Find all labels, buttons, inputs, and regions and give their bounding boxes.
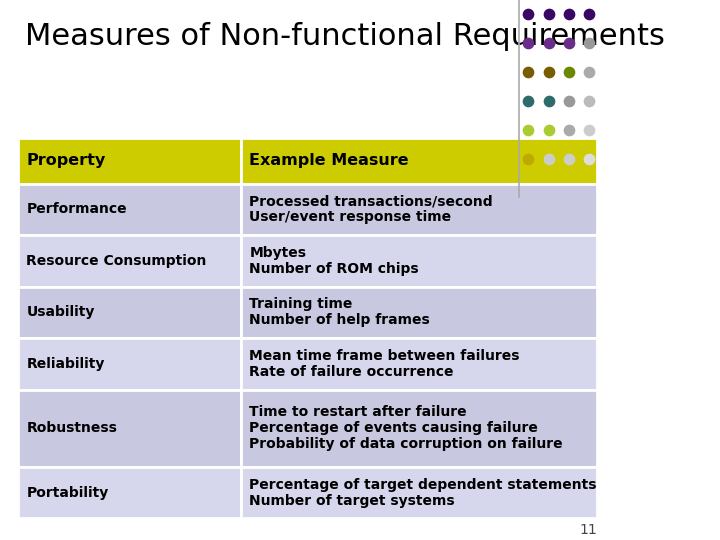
Text: Processed transactions/second
User/event response time: Processed transactions/second User/event… xyxy=(249,194,493,225)
Bar xyxy=(241,138,598,184)
Point xyxy=(584,97,595,105)
Point xyxy=(523,97,534,105)
Bar xyxy=(241,390,598,467)
Text: Property: Property xyxy=(27,153,106,168)
Text: Training time
Number of help frames: Training time Number of help frames xyxy=(249,297,430,327)
Text: Performance: Performance xyxy=(27,202,127,217)
Point xyxy=(563,155,575,164)
Text: Robustness: Robustness xyxy=(27,421,117,435)
Bar xyxy=(19,138,241,184)
Text: Resource Consumption: Resource Consumption xyxy=(27,254,207,268)
Point xyxy=(584,126,595,134)
Text: Mean time frame between failures
Rate of failure occurrence: Mean time frame between failures Rate of… xyxy=(249,349,520,379)
Point xyxy=(523,68,534,76)
Point xyxy=(523,126,534,134)
Point xyxy=(584,9,595,18)
Bar xyxy=(241,235,598,287)
Text: Time to restart after failure
Percentage of events causing failure
Probability o: Time to restart after failure Percentage… xyxy=(249,405,563,451)
Point xyxy=(584,155,595,164)
Point xyxy=(563,38,575,47)
Bar xyxy=(19,467,241,518)
Bar xyxy=(241,467,598,518)
Bar xyxy=(241,338,598,390)
Bar xyxy=(19,390,241,467)
Bar xyxy=(241,287,598,338)
Text: Example Measure: Example Measure xyxy=(249,153,409,168)
Bar xyxy=(19,338,241,390)
Text: 11: 11 xyxy=(580,523,598,537)
Point xyxy=(543,38,554,47)
Point xyxy=(563,68,575,76)
Bar xyxy=(19,287,241,338)
Point xyxy=(563,9,575,18)
Point xyxy=(523,9,534,18)
Text: Percentage of target dependent statements
Number of target systems: Percentage of target dependent statement… xyxy=(249,477,597,508)
Point xyxy=(584,38,595,47)
Text: Usability: Usability xyxy=(27,305,95,319)
Text: Measures of Non-functional Requirements: Measures of Non-functional Requirements xyxy=(24,22,665,51)
Point xyxy=(584,68,595,76)
Text: Mbytes
Number of ROM chips: Mbytes Number of ROM chips xyxy=(249,246,419,276)
Point xyxy=(543,97,554,105)
Bar xyxy=(241,184,598,235)
Bar xyxy=(19,235,241,287)
Text: Reliability: Reliability xyxy=(27,357,105,371)
Point xyxy=(523,155,534,164)
Point xyxy=(543,68,554,76)
Point xyxy=(563,126,575,134)
Point xyxy=(523,38,534,47)
Point xyxy=(543,126,554,134)
Text: Portability: Portability xyxy=(27,485,109,500)
Point xyxy=(543,155,554,164)
Bar xyxy=(19,184,241,235)
Point xyxy=(563,97,575,105)
Point xyxy=(543,9,554,18)
